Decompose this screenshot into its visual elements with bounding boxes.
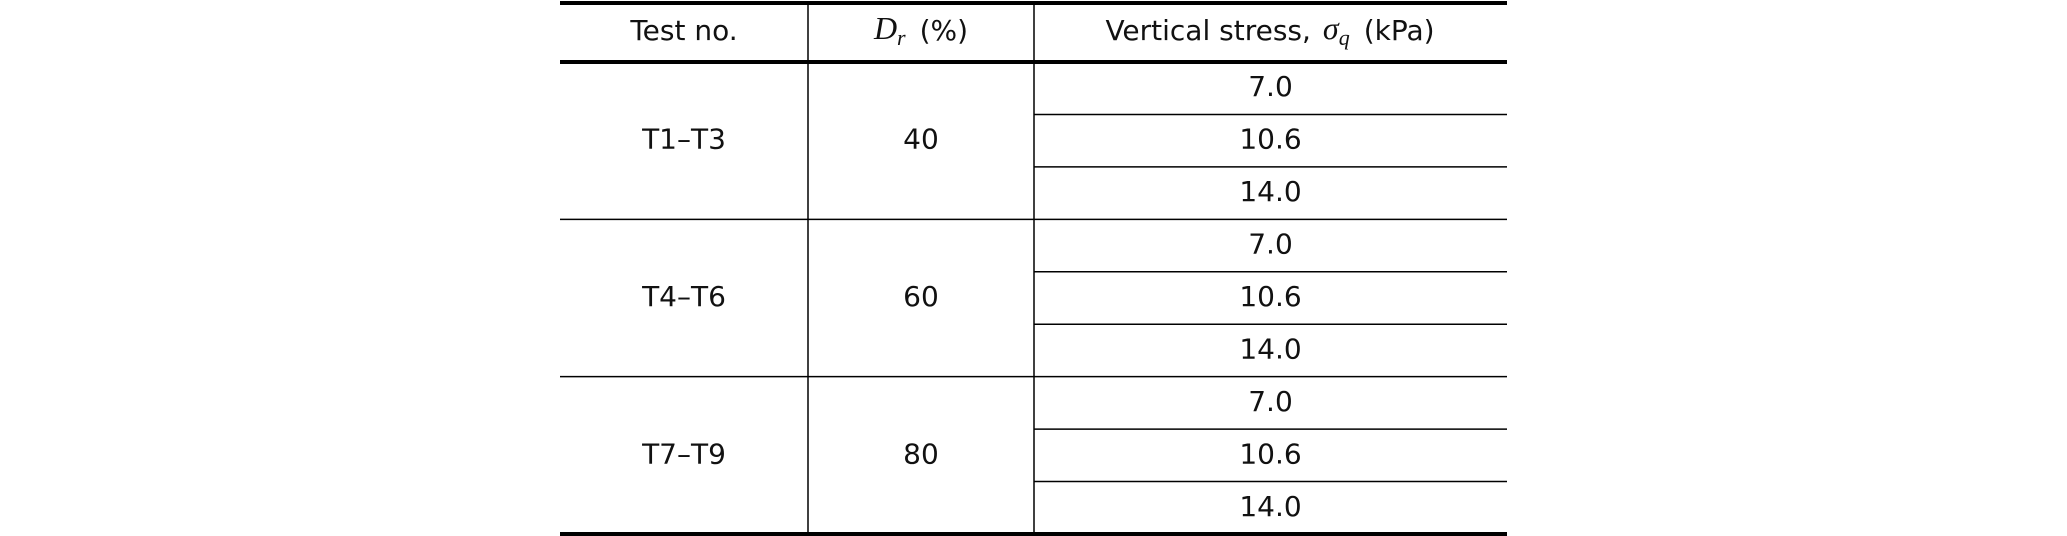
stress-cell: 10.6: [1239, 437, 1301, 470]
unit: (%): [920, 14, 968, 47]
dr-cell: 60: [903, 280, 939, 313]
dr-cell: 80: [903, 437, 939, 470]
stress-cell: 7.0: [1248, 70, 1293, 103]
header-cell: Vertical stress, σq (kPa): [1105, 10, 1434, 50]
stress-cell: 10.6: [1239, 123, 1301, 156]
stress-cell: 10.6: [1239, 280, 1301, 313]
stress-cell: 14.0: [1239, 175, 1301, 208]
symbol: σ: [1323, 10, 1340, 46]
table-rules: [560, 1, 1507, 536]
test-cell: T7–T9: [641, 437, 726, 470]
test-cell: T1–T3: [641, 123, 726, 156]
stress-cell: 7.0: [1248, 228, 1293, 261]
subscript: q: [1339, 25, 1350, 50]
test-cell: T4–T6: [641, 280, 726, 313]
dr-cell: 40: [903, 123, 939, 156]
unit: (kPa): [1364, 14, 1435, 47]
stress-cell: 7.0: [1248, 385, 1293, 418]
subscript: r: [897, 25, 906, 50]
stress-cell: 14.0: [1239, 332, 1301, 365]
stress-cell: 14.0: [1239, 490, 1301, 523]
label: Vertical stress,: [1105, 14, 1310, 47]
symbol: D: [873, 10, 897, 46]
header-cell: Dr (%): [873, 10, 968, 50]
header-cell: Test no.: [629, 14, 737, 47]
